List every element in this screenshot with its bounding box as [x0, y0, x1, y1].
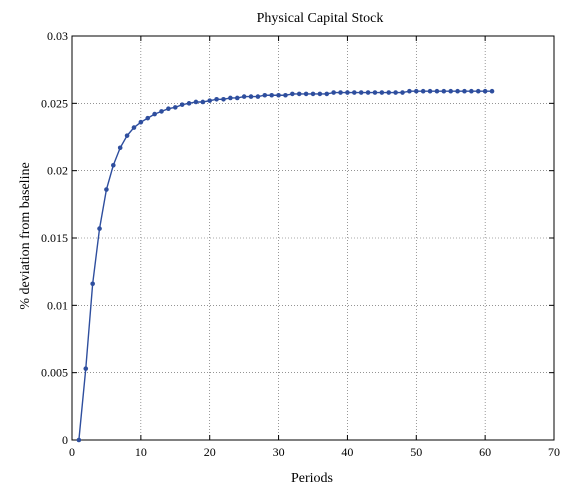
data-point [104, 187, 109, 192]
chart-title: Physical Capital Stock [257, 11, 384, 26]
data-point [317, 91, 323, 97]
data-point [358, 90, 364, 95]
data-point [117, 145, 123, 151]
data-point [214, 96, 219, 102]
data-point [296, 91, 302, 97]
data-point [111, 162, 116, 168]
data-point [221, 96, 226, 102]
data-point [393, 90, 398, 95]
x-tick-label: 60 [479, 445, 491, 459]
y-tick-label: 0 [62, 433, 68, 447]
data-point [427, 88, 433, 94]
x-axis-label: Periods [291, 471, 333, 486]
data-point [365, 90, 371, 95]
data-point [152, 111, 157, 117]
data-point [290, 91, 295, 97]
data-point [234, 95, 240, 101]
data-point [352, 90, 357, 95]
data-point [166, 106, 171, 112]
data-point [228, 95, 233, 101]
data-point [179, 102, 185, 107]
data-point [379, 90, 385, 95]
data-point [76, 437, 82, 443]
data-point [172, 105, 178, 110]
data-point [434, 88, 440, 94]
data-point [193, 99, 199, 105]
data-point [200, 99, 206, 105]
data-point [145, 115, 151, 121]
x-tick-label: 10 [135, 445, 147, 459]
data-point [138, 119, 144, 125]
data-point [303, 91, 309, 97]
y-axis-label: % deviation from baseline [18, 162, 33, 309]
y-tick-label: 0.01 [47, 298, 68, 312]
data-point [475, 88, 481, 94]
data-point [489, 88, 495, 94]
data-point [386, 90, 392, 95]
ticks: 0 10 20 30 40 50 60 70 0 0.005 0.01 0.015 0.02 0.025 0… [41, 29, 560, 459]
series [76, 88, 495, 443]
grid [72, 36, 554, 440]
data-point [331, 90, 336, 95]
data-point [482, 88, 488, 94]
data-point [159, 109, 164, 114]
data-point [131, 125, 137, 130]
x-tick-label: 70 [548, 445, 560, 459]
data-point [97, 226, 102, 231]
data-point [124, 133, 130, 138]
data-point [262, 92, 268, 98]
data-point [469, 88, 474, 94]
x-tick-label: 0 [69, 445, 75, 459]
data-point [255, 94, 261, 99]
data-point [400, 90, 405, 95]
data-point [241, 94, 247, 99]
data-point [90, 281, 95, 287]
data-point [441, 88, 447, 94]
data-point [407, 88, 412, 94]
data-point [310, 91, 316, 97]
data-point [455, 88, 460, 94]
x-tick-label: 20 [204, 445, 216, 459]
data-point [345, 90, 350, 95]
x-tick-label: 30 [273, 445, 285, 459]
data-point [283, 92, 288, 98]
data-point [462, 88, 467, 94]
data-point [276, 92, 281, 98]
y-tick-label: 0.025 [41, 96, 68, 110]
data-point [248, 94, 254, 99]
y-tick-label: 0.005 [41, 366, 68, 380]
data-point [186, 101, 192, 106]
data-point [372, 90, 378, 95]
y-tick-label: 0.03 [47, 29, 68, 43]
data-point [448, 88, 454, 94]
data-point [420, 88, 426, 94]
x-tick-label: 50 [410, 445, 422, 459]
data-point [207, 98, 213, 103]
data-point [413, 88, 419, 94]
data-point [338, 90, 343, 95]
data-point [324, 91, 330, 97]
y-tick-label: 0.015 [41, 231, 68, 245]
data-point [83, 366, 89, 371]
y-tick-label: 0.02 [47, 164, 68, 178]
x-tick-label: 40 [341, 445, 353, 459]
data-point [269, 92, 274, 98]
